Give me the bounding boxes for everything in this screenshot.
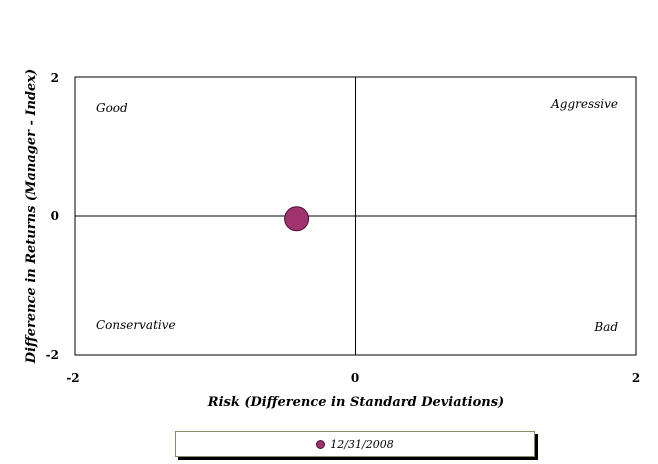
y-axis-title: Difference in Returns (Manager - Index) (24, 69, 39, 364)
quadrant-label-aggressive: Aggressive (550, 97, 618, 111)
y-tick-mid: 0 (51, 209, 59, 223)
legend-label: 12/31/2008 (330, 437, 394, 451)
x-tick-right: 2 (632, 371, 640, 385)
data-point-0-0 (284, 206, 310, 232)
quadrant-label-good: Good (96, 101, 128, 115)
quadrant-label-bad: Bad (593, 320, 618, 334)
quadrant-label-conservative: Conservative (96, 318, 176, 332)
y-tick-bottom: -2 (46, 348, 59, 362)
points-layer (284, 206, 310, 232)
x-tick-mid: 0 (351, 371, 359, 385)
legend: 12/31/2008 (175, 431, 535, 457)
y-tick-top: 2 (51, 71, 59, 85)
legend-marker-icon (316, 439, 326, 449)
x-axis-title: Risk (Difference in Standard Deviations) (207, 395, 504, 410)
x-tick-left: -2 (66, 371, 79, 385)
